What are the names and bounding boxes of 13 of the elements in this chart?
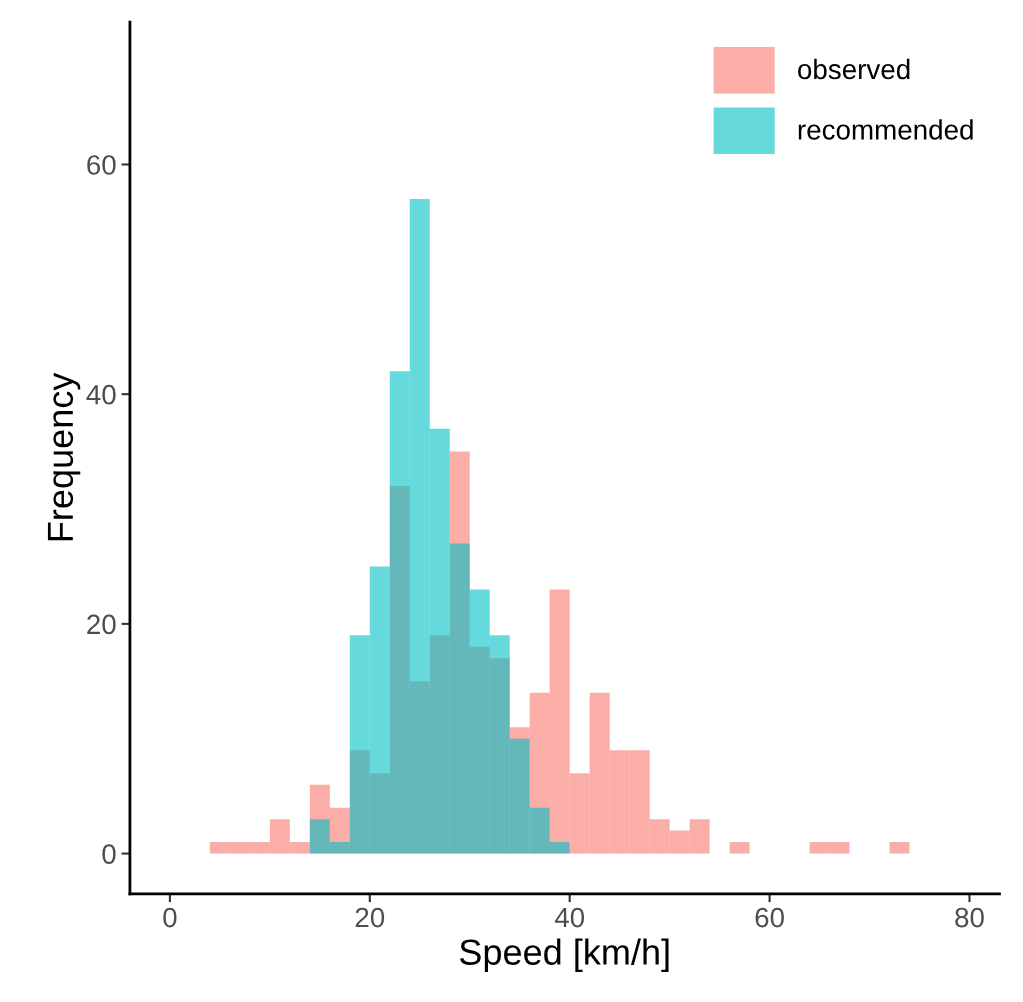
x-tick-label: 20 — [355, 907, 385, 928]
y-axis-title: Frequency — [47, 372, 81, 541]
legend-label: observed — [798, 58, 910, 80]
y-tick-label: 0 — [102, 844, 116, 864]
x-tick-label: 0 — [163, 907, 177, 928]
x-tick-label: 80 — [955, 907, 984, 928]
y-tick-label: 40 — [86, 384, 116, 405]
y-tick-label: 60 — [87, 155, 116, 175]
x-tick-label: 40 — [554, 907, 585, 928]
y-tick-label: 20 — [87, 614, 116, 635]
x-axis-title: Speed [km/h] — [459, 938, 669, 973]
x-tick-label: 60 — [755, 907, 784, 928]
legend-label: recommended — [798, 119, 973, 140]
